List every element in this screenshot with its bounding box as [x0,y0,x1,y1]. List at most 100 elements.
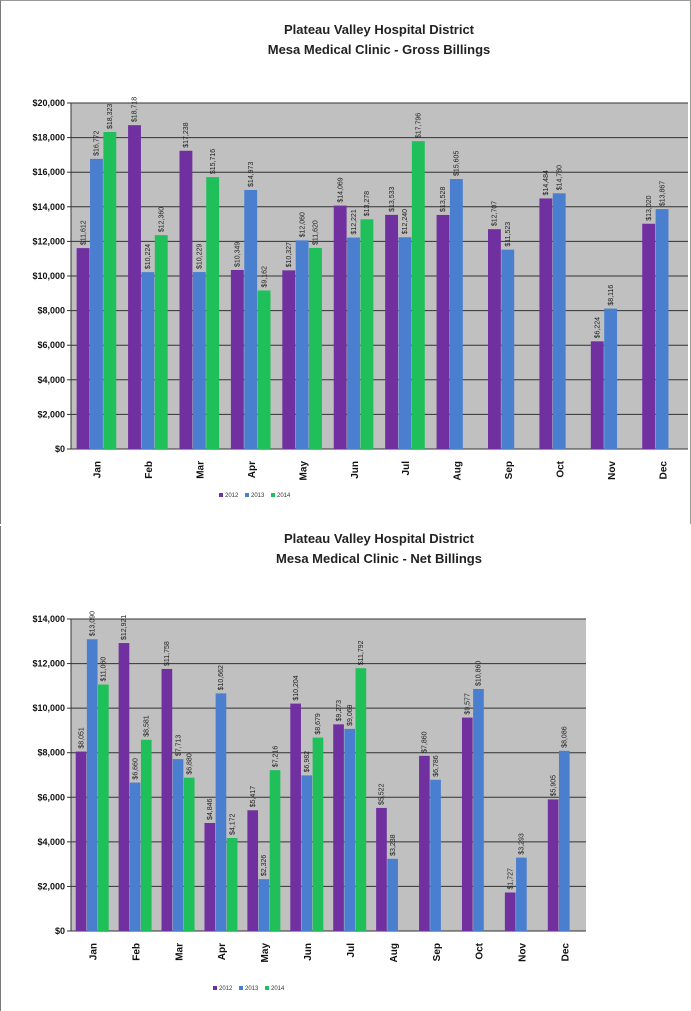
bar-2013-oct [552,193,566,449]
bar-2014-feb [140,739,152,931]
bar-2012-feb [128,125,141,450]
bar-2012-aug [376,807,387,931]
data-label: $9,577 [465,693,472,715]
data-label: $8,679 [315,713,322,735]
data-label: $13,528 [440,187,447,212]
data-label: $11,758 [164,641,171,666]
bar-2012-nov [504,892,516,931]
y-tick-label: $0 [55,444,65,454]
data-label: $7,860 [422,731,429,753]
legend-swatch-2013 [239,986,243,990]
bar-2013-jul [344,728,356,931]
bar-2014-jul [355,668,367,931]
bar-2014-feb [154,235,168,449]
x-tick-label: Mar [196,461,207,479]
legend-label: 2012 [219,986,233,992]
bar-2013-feb [129,782,141,931]
legend-swatch-2012 [213,986,217,990]
y-tick-label: $2,000 [37,409,65,419]
bar-2012-nov [590,341,604,449]
bar-2012-oct [539,198,553,449]
bar-2012-apr [204,823,216,931]
data-label: $11,060 [101,657,108,682]
bar-2013-feb [141,272,155,449]
data-label: $3,238 [390,834,397,856]
legend-swatch-2013 [245,493,249,497]
data-label: $15,716 [210,149,217,174]
x-tick-label: Nov [518,943,529,962]
x-tick-label: Oct [475,942,486,959]
data-label: $9,069 [347,704,354,726]
bar-2013-sep [430,779,441,931]
data-label: $15,605 [454,151,461,176]
bar-2013-jun [347,237,360,449]
y-tick-label: $12,000 [32,659,65,669]
bar-2013-apr [215,693,227,931]
data-label: $14,069 [337,177,344,202]
x-tick-label: Jan [93,461,104,478]
data-label: $17,238 [183,122,190,147]
data-label: $6,660 [132,758,139,780]
bar-2013-may [295,240,309,449]
bar-2014-may [309,247,322,449]
data-label: $5,905 [550,775,557,797]
bar-2013-nov [516,857,527,931]
bar-2012-jul [333,724,344,931]
data-label: $14,484 [543,170,550,195]
data-label: $8,116 [608,285,615,306]
net-billings-chart: Plateau Valley Hospital District Mesa Med… [32,531,586,992]
data-label: $10,662 [218,665,225,690]
x-tick-label: Sep [432,943,443,961]
data-label: $12,921 [121,615,128,640]
x-tick-label: Dec [658,461,669,480]
data-label: $10,229 [197,244,204,269]
data-label: $11,523 [505,222,512,247]
chart-title: Plateau Valley Hospital District [284,531,475,546]
data-label: $6,880 [186,753,193,775]
x-tick-label: Jul [346,943,357,958]
bar-2012-may [247,810,259,931]
x-tick-label: Jun [303,943,314,961]
bar-2014-apr [257,290,271,449]
y-tick-label: $4,000 [37,837,65,847]
data-label: $1,727 [507,868,514,890]
data-label: $18,323 [107,104,114,129]
data-label: $18,718 [132,97,139,122]
bar-2013-mar [192,272,206,449]
data-label: $11,620 [313,220,320,245]
data-label: $11,792 [358,640,365,665]
data-label: $4,846 [207,798,214,820]
legend-swatch-2012 [219,493,223,497]
y-tick-label: $14,000 [32,202,65,212]
chart-subtitle: Mesa Medical Clinic - Gross Billings [268,42,491,57]
data-label: $2,326 [261,855,268,877]
data-label: $13,278 [364,191,371,216]
gross-billings-chart-panel: Plateau Valley Hospital District Mesa Med… [0,0,691,524]
legend-swatch-2014 [271,493,275,497]
data-label: $10,204 [293,675,300,700]
bar-2013-jun [301,775,313,931]
bar-2014-apr [226,838,238,931]
y-tick-label: $18,000 [32,133,65,143]
data-label: $7,713 [175,735,182,757]
bar-2014-jan [103,132,117,450]
y-tick-label: $16,000 [32,167,65,177]
bar-2014-jun [360,219,374,449]
bar-2014-mar [206,177,220,449]
data-label: $14,780 [556,165,563,190]
bar-2012-jun [290,703,301,931]
data-label: $13,867 [659,181,666,206]
bar-2013-dec [558,750,570,931]
data-label: $13,020 [646,195,653,220]
bar-2013-oct [473,688,484,931]
data-label: $13,533 [389,186,396,211]
bar-2013-jul [398,237,412,449]
data-label: $12,707 [492,201,499,226]
x-tick-label: Oct [555,460,566,477]
data-label: $5,522 [379,783,386,805]
bar-2012-jan [76,248,90,449]
bar-2013-mar [172,759,184,931]
bar-2014-may [269,770,281,931]
y-tick-label: $0 [55,926,65,936]
legend-label: 2013 [245,986,259,992]
